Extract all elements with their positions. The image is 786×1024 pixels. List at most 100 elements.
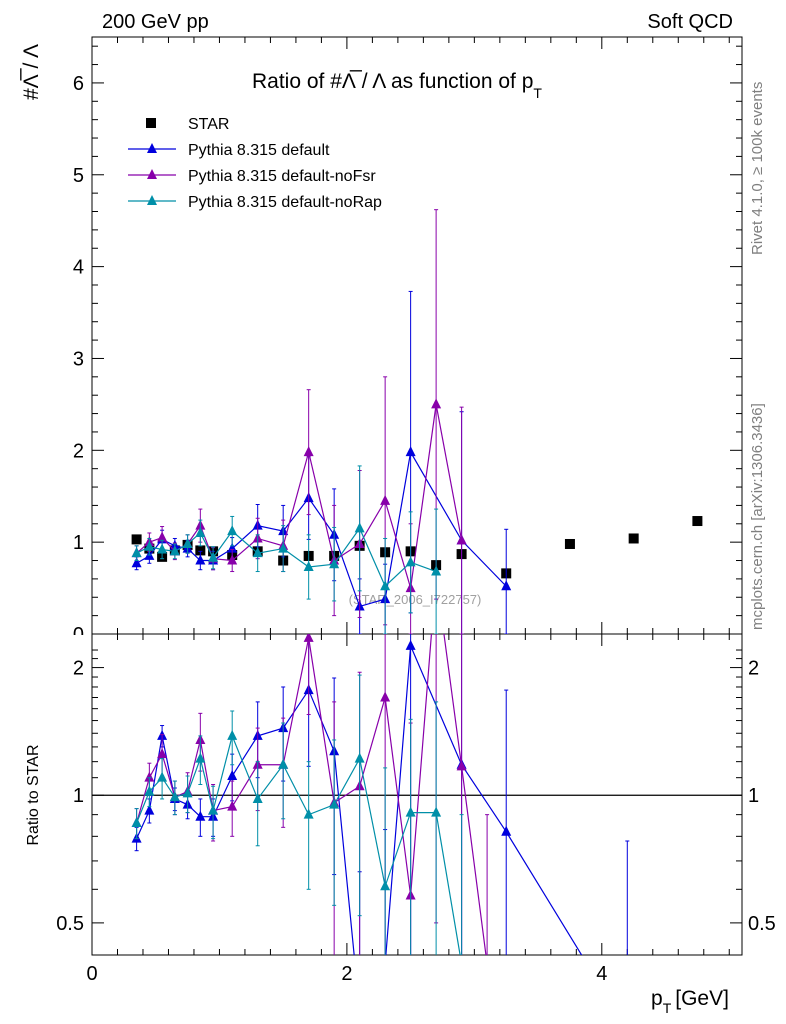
legend-marker-norap [147,195,157,205]
star-data-point [628,533,639,544]
legend-label-default: Pythia 8.315 default [188,142,330,159]
data-point-pythia-8-315-default-norap [405,556,416,567]
ratio-point-pythia-8-315-default-norap [252,792,263,803]
ratio-point-pythia-8-315-default [501,825,512,836]
ratio-point-pythia-8-315-default-nofsr [144,771,155,782]
data-point-pythia-8-315-default-norap [303,560,314,571]
ratio-point-pythia-8-315-default-nofsr [456,760,467,771]
ratio-point-pythia-8-315-default-norap [131,817,142,828]
x-tick-label: 0 [86,963,97,985]
star-data-point [692,516,703,527]
analysis-watermark: (STAR_2006_I722757) [349,592,482,607]
data-point-pythia-8-315-default-norap [354,522,365,533]
ratio-point-pythia-8-315-default-norap [405,806,416,817]
main-y-tick-label: 2 [73,440,84,462]
ratio-point-pythia-8-315-default [380,958,390,968]
ratio-y-tick-label: 1 [73,785,84,807]
ratio-line-pythia-8-315-default [136,645,583,955]
ratio-line-pythia-8-315-default-nofsr [136,634,487,955]
ratio-point-pythia-8-315-default-nofsr [227,800,238,811]
ratio-point-pythia-8-315-default [227,770,238,781]
data-point-pythia-8-315-default-norap [157,543,168,554]
main-title: Ratio of #Λ̅ / Λ as function of pT [252,70,542,101]
x-tick-label: 4 [596,963,607,985]
legend-marker-default [147,143,157,153]
ratio-point-pythia-8-315-default-norap [278,758,289,769]
data-point-pythia-8-315-default-norap [208,551,219,562]
main-y-tick-label: 5 [73,165,84,187]
star-data-point [195,545,206,556]
ratio-point-pythia-8-315-default-nofsr [380,691,391,702]
ratio-point-pythia-8-315-default-norap [208,804,219,815]
mcplots-source-label: mcplots.cern.ch [arXiv:1306.3436] [749,403,766,630]
data-point-pythia-8-315-default-nofsr [456,534,467,545]
star-data-point [131,534,142,545]
data-point-pythia-8-315-default-norap [131,547,142,558]
ratio-point-pythia-8-315-default-nofsr [303,634,314,642]
ratio-point-pythia-8-315-default-norap [329,798,340,809]
data-point-pythia-8-315-default-norap [169,545,180,556]
ratio-point-pythia-8-315-default [144,804,155,815]
data-point-pythia-8-315-default-norap [278,542,289,553]
ratio-y-tick-label: 0.5 [56,913,84,935]
zero-label-mask [62,635,88,647]
ratio-y-axis-label: Ratio to STAR [25,744,42,845]
star-data-point [564,538,575,549]
ratio-point-pythia-8-315-default-norap [182,787,193,798]
ratio-point-pythia-8-315-default-nofsr [157,748,168,759]
header-right: Soft QCD [647,11,733,33]
ratio-point-pythia-8-315-default-norap [195,752,206,763]
legend-marker-nofsr [147,169,157,179]
data-point-pythia-8-315-default-norap [431,565,442,576]
data-point-pythia-8-315-default-norap [182,537,193,548]
ratio-point-pythia-8-315-default-nofsr [482,958,492,968]
data-point-pythia-8-315-default [405,446,416,457]
ratio-point-pythia-8-315-default-norap [354,752,365,763]
legend: STAR Pythia 8.315 default Pythia 8.315 d… [128,116,382,211]
ratio-plot-frame [91,633,743,956]
ratio-point-pythia-8-315-default [355,1005,365,1015]
ratio-point-pythia-8-315-default-norap [380,880,391,891]
data-point-pythia-8-315-default-norap [329,558,340,569]
ratio-series-group [131,634,630,1015]
ratio-point-pythia-8-315-default-norap [457,958,467,968]
main-series-group [131,209,703,634]
data-point-pythia-8-315-default-norap [144,540,155,551]
ratio-point-pythia-8-315-default-norap [303,808,314,819]
data-point-pythia-8-315-default [195,554,206,565]
ratio-y-tick-label: 2 [73,658,84,680]
legend-label-star: STAR [188,116,229,133]
ratio-point-pythia-8-315-default [195,810,206,821]
ratio-y-tick-label-right: 0.5 [748,913,776,935]
data-point-pythia-8-315-default-norap [195,526,206,537]
data-point-pythia-8-315-default [131,557,142,568]
data-point-pythia-8-315-default-norap [252,547,263,558]
series-line-pythia-8-315-default [136,450,507,608]
data-point-pythia-8-315-default-norap [227,525,238,536]
main-y-tick-label: 4 [73,257,84,279]
main-y-tick-label: 1 [73,532,84,554]
main-y-axis-label: #Λ̅ / Λ [20,44,43,100]
data-point-pythia-8-315-default-nofsr [227,554,238,565]
data-point-pythia-8-315-default-norap [380,580,391,591]
main-y-tick-label: 3 [73,348,84,370]
header-left: 200 GeV pp [102,11,209,33]
legend-marker-star [146,118,156,128]
data-point-pythia-8-315-default-nofsr [431,398,442,409]
ratio-line-pythia-8-315-default-norap [136,733,461,955]
data-point-pythia-8-315-default [227,542,238,553]
legend-label-norap: Pythia 8.315 default-noRap [188,194,382,211]
ratio-y-tick-label-right: 1 [748,785,759,807]
ratio-point-pythia-8-315-default-norap [227,729,238,740]
ratio-point-pythia-8-315-default-norap [431,806,442,817]
main-y-tick-label: 6 [73,73,84,95]
ratio-point-pythia-8-315-default [405,639,416,650]
ratio-point-pythia-8-315-default-norap [169,791,180,802]
data-point-pythia-8-315-default-nofsr [157,531,168,542]
data-point-pythia-8-315-default [501,580,512,591]
ratio-point-pythia-8-315-default-norap [157,771,168,782]
x-tick-label: 2 [341,963,352,985]
data-point-pythia-8-315-default-nofsr [303,446,314,457]
rivet-version-label: Rivet 4.1.0, ≥ 100k events [749,82,766,255]
